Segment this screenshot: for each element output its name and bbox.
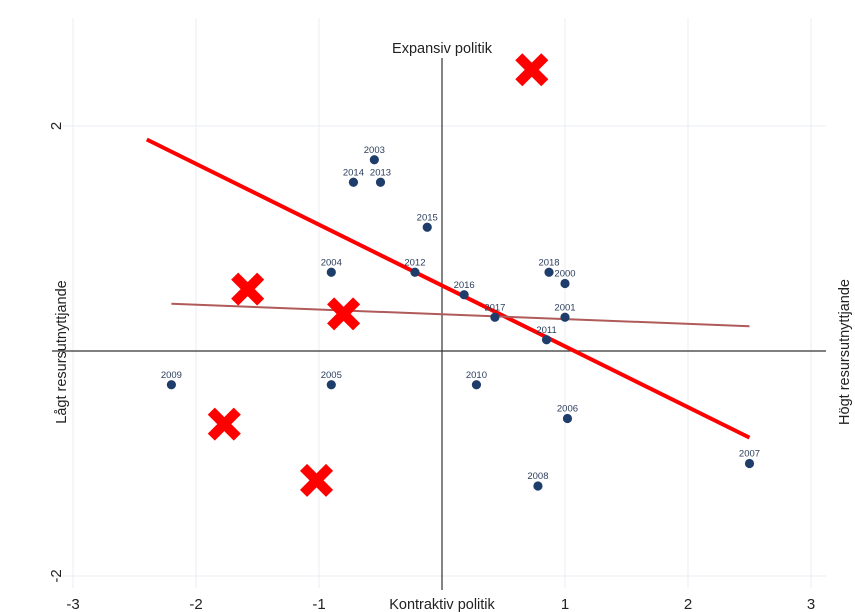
data-point xyxy=(166,380,176,390)
trend-lines xyxy=(145,137,751,440)
center-axes xyxy=(52,58,826,590)
data-point-label: 2007 xyxy=(739,449,760,460)
cross-marker xyxy=(515,53,549,87)
data-points: 2000 2001 2003 2004 2005 2006 2007 2008 2009 2010… xyxy=(161,145,760,491)
data-point-label: 2014 xyxy=(343,167,364,178)
cross-stroke xyxy=(300,463,334,497)
x-tick-label: -3 xyxy=(66,596,79,612)
x-tick-labels: -3 -2 -1 1 2 3 xyxy=(66,596,815,612)
data-point-label: 2000 xyxy=(554,269,575,280)
data-point-label: 2008 xyxy=(527,471,548,482)
data-point xyxy=(744,458,755,469)
cross-marker xyxy=(231,272,265,306)
data-point xyxy=(410,267,420,277)
data-point xyxy=(533,481,543,491)
data-point xyxy=(326,380,336,390)
data-point-label: 2006 xyxy=(557,404,578,415)
cross-marker xyxy=(207,407,241,441)
right-axis-label: Högt resursutnyttjande xyxy=(837,279,853,425)
data-point xyxy=(560,278,570,289)
data-point xyxy=(369,155,379,165)
cross-stroke xyxy=(231,272,265,306)
x-tick-label: 3 xyxy=(807,596,815,612)
data-point-label: 2011 xyxy=(536,325,556,336)
cross-stroke xyxy=(515,53,549,87)
cross-stroke xyxy=(207,407,241,441)
data-point xyxy=(422,222,432,232)
cross-marker xyxy=(327,297,361,331)
data-point xyxy=(560,312,570,322)
data-point xyxy=(348,177,359,187)
x-tick-label: 1 xyxy=(561,596,569,612)
x-tick-label: -2 xyxy=(189,596,202,612)
cross-markers xyxy=(207,53,549,497)
data-point xyxy=(471,380,482,390)
y-tick-label: 2 xyxy=(48,122,65,130)
data-point-label: 2015 xyxy=(417,212,438,223)
top-axis-label: Expansiv politik xyxy=(392,41,493,57)
data-point xyxy=(562,413,573,424)
data-point-label: 2001 xyxy=(554,302,575,313)
data-point-label: 2013 xyxy=(370,167,391,178)
data-point xyxy=(375,177,386,187)
red-trend-line xyxy=(145,137,751,440)
regression-line xyxy=(171,302,750,328)
data-point xyxy=(544,267,554,277)
data-point xyxy=(541,335,552,345)
left-axis-label: Lågt resursutnyttjande xyxy=(54,280,70,423)
data-point-label: 2018 xyxy=(538,257,559,268)
data-point-label: 2009 xyxy=(161,370,182,381)
x-tick-label: -1 xyxy=(312,596,325,612)
y-tick-labels: -2 2 xyxy=(48,122,65,583)
y-tick-label: -2 xyxy=(48,569,65,582)
bottom-axis-label: Kontraktiv politik xyxy=(389,597,495,612)
cross-marker xyxy=(300,463,334,497)
data-point-label: 2017 xyxy=(484,302,505,313)
data-point-label: 2003 xyxy=(364,145,385,156)
data-point-label: 2012 xyxy=(404,257,425,268)
data-point xyxy=(490,312,500,322)
x-tick-label: 2 xyxy=(684,596,692,612)
data-point xyxy=(326,267,336,277)
data-point-label: 2005 xyxy=(321,370,342,381)
data-point-label: 2010 xyxy=(466,370,487,381)
data-point-label: 2016 xyxy=(454,280,475,291)
data-point xyxy=(459,290,469,300)
gridlines xyxy=(52,18,826,588)
data-point-label: 2004 xyxy=(321,257,342,268)
cross-stroke xyxy=(327,297,361,331)
